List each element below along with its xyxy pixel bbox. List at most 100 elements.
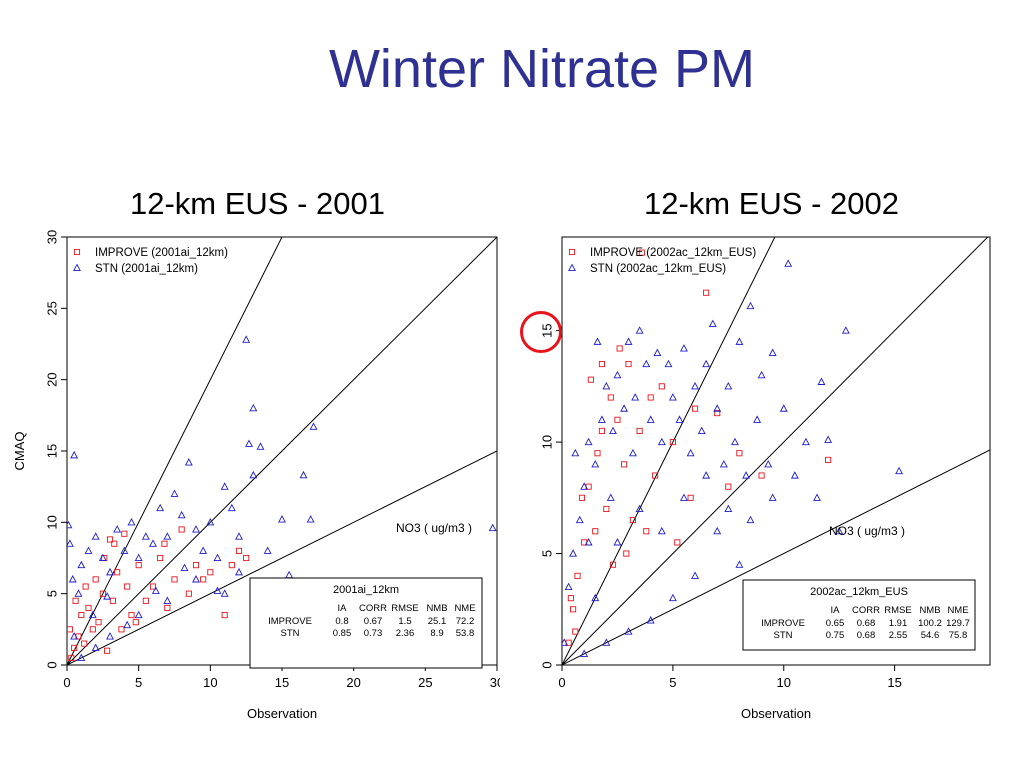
y-tick-label: 20 — [44, 372, 59, 386]
stn-point — [668, 593, 677, 602]
highlight-circle — [520, 311, 562, 353]
ref-line-slope-1 — [562, 237, 989, 665]
improve-point — [603, 505, 610, 513]
stn-point — [306, 515, 315, 523]
stats-header: RMSE — [391, 603, 418, 614]
stn-point — [299, 470, 308, 479]
stats-header: NMB — [426, 603, 447, 614]
improve-point — [67, 626, 73, 633]
stats-cell: 0.68 — [857, 630, 876, 641]
stn-point — [657, 526, 666, 535]
stn-point — [309, 422, 318, 430]
stn-point — [642, 359, 651, 368]
stn-point — [646, 415, 655, 423]
stats-cell: 8.9 — [430, 628, 443, 639]
stn-point — [103, 592, 112, 600]
improve-point — [621, 461, 628, 468]
improve-point — [572, 628, 579, 635]
x-tick-label: 30 — [490, 675, 500, 690]
stn-point — [249, 403, 258, 412]
stn-point — [784, 259, 793, 267]
stn-point — [562, 638, 569, 646]
improve-point — [647, 394, 654, 401]
stn-point — [680, 493, 688, 501]
legend-marker-stn — [568, 263, 576, 272]
stats-header: IA — [831, 605, 841, 616]
stn-point — [571, 448, 580, 457]
ref-line-slope-1 — [67, 237, 497, 665]
y-tick-label: 10 — [44, 515, 59, 529]
stats-cell: 72.2 — [456, 616, 475, 627]
improve-point — [674, 539, 681, 546]
stats-cell: 0.68 — [857, 618, 876, 629]
improve-point — [149, 583, 157, 590]
stn-point — [206, 517, 215, 526]
stn-point — [713, 404, 722, 412]
improve-point — [703, 289, 710, 296]
stn-point — [256, 442, 265, 450]
points — [562, 249, 904, 657]
stn-point — [77, 653, 86, 661]
x-tick-label: 15 — [887, 675, 901, 690]
stn-point — [249, 470, 258, 479]
x-tick-label: 5 — [669, 675, 676, 690]
stn-point — [580, 482, 589, 490]
improve-point — [567, 595, 574, 602]
stn-point — [98, 553, 107, 562]
stn-point — [597, 415, 606, 423]
stn-point — [602, 381, 611, 390]
stn-point — [591, 460, 600, 468]
stn-point — [629, 448, 637, 457]
stats-cell: 2.55 — [889, 630, 908, 641]
y-tick-label: 0 — [44, 661, 59, 668]
stn-point — [177, 510, 186, 519]
improve-point — [85, 604, 92, 611]
stn-point — [813, 493, 821, 501]
improve-point — [121, 530, 128, 537]
improve-point — [161, 540, 168, 547]
improve-point — [185, 590, 192, 597]
stn-point — [220, 482, 229, 490]
stn-point — [70, 450, 79, 459]
stn-point — [584, 437, 593, 446]
stn-point — [74, 589, 83, 597]
stats-header: NMB — [919, 605, 940, 616]
improve-point — [598, 361, 605, 368]
improve-point — [72, 597, 79, 604]
x-tick-label: 10 — [203, 675, 217, 690]
improve-point — [157, 554, 164, 562]
stn-point — [697, 426, 706, 434]
stn-point — [719, 460, 728, 468]
stn-point — [141, 532, 150, 540]
improve-point — [574, 572, 581, 579]
stn-point — [113, 525, 122, 533]
improve-point — [643, 528, 650, 535]
improve-point — [692, 405, 699, 412]
stn-point — [768, 348, 777, 356]
stats-header: RMSE — [884, 605, 911, 616]
stats-cell: 1.91 — [889, 618, 908, 629]
stn-point — [163, 596, 172, 604]
stn-point — [67, 520, 73, 529]
stn-point — [84, 546, 93, 554]
improve-point — [192, 562, 200, 569]
stn-point — [724, 381, 733, 390]
x-tick-label: 10 — [777, 675, 791, 690]
stn-point — [824, 435, 833, 443]
stn-point — [584, 538, 593, 546]
ref-line-slope-2 — [562, 237, 776, 665]
improve-point — [652, 472, 659, 479]
improve-point — [607, 394, 614, 401]
stn-point — [120, 546, 129, 554]
improve-point — [89, 626, 96, 633]
stn-point — [768, 493, 777, 501]
legend-marker-improve — [73, 248, 81, 256]
stn-point — [163, 532, 172, 540]
stats-header: NME — [947, 605, 968, 616]
stn-point — [753, 415, 762, 423]
y-tick-label: 15 — [44, 444, 59, 458]
y-tick-label: 0 — [539, 661, 554, 668]
stn-point — [680, 344, 688, 352]
improve-point — [82, 583, 89, 590]
stn-point — [220, 589, 229, 597]
